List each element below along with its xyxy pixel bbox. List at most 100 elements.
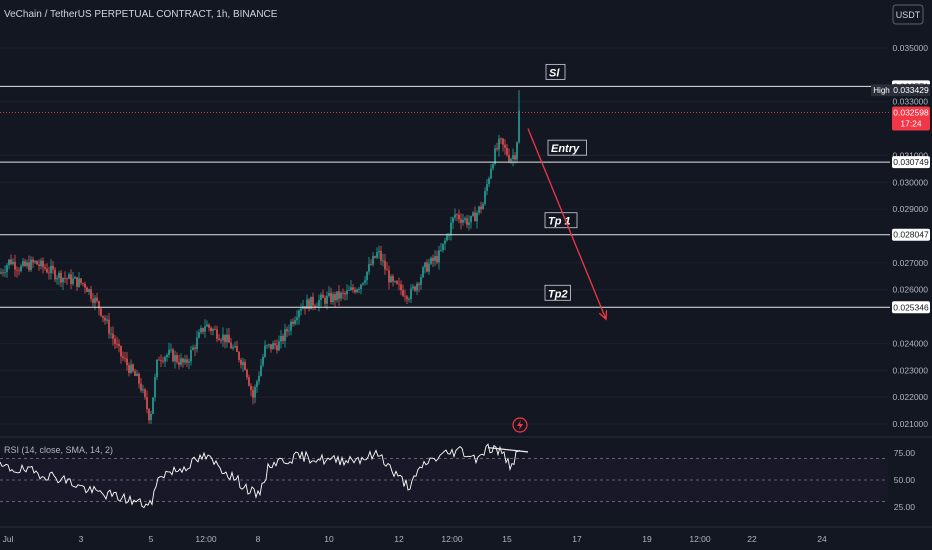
- high-price-value: 0.033429: [893, 85, 929, 95]
- countdown-value: 17:24: [900, 119, 922, 129]
- candle-body: [228, 334, 230, 343]
- candle-body: [284, 329, 286, 342]
- candle-body: [166, 354, 168, 358]
- candle-body: [18, 270, 20, 272]
- candle-body: [330, 292, 332, 303]
- price-tick-label: 0.029000: [893, 204, 929, 214]
- rsi-tick-label: 75.00: [894, 448, 916, 458]
- candle-body: [382, 260, 384, 262]
- candle-body: [52, 265, 54, 270]
- candle-body: [444, 240, 446, 244]
- candle-body: [136, 373, 138, 376]
- candle-body: [362, 282, 364, 285]
- candle-body: [336, 291, 338, 301]
- candle-body: [504, 144, 506, 148]
- candle-body: [346, 290, 348, 295]
- candle-body: [338, 291, 340, 299]
- candle-body: [470, 215, 472, 223]
- candle-body: [318, 299, 320, 307]
- candle-body: [36, 261, 38, 265]
- candle-body: [290, 321, 292, 331]
- candle-body: [476, 212, 478, 222]
- candle-body: [196, 337, 198, 350]
- candle-body: [322, 294, 324, 298]
- rsi-divergence-line[interactable]: [487, 446, 529, 453]
- time-tick-label: 17: [572, 534, 582, 544]
- candle-body: [154, 377, 156, 398]
- candle-body: [168, 349, 170, 355]
- replay-icon[interactable]: [512, 417, 528, 433]
- candle-body: [324, 297, 326, 304]
- candle-body: [312, 296, 314, 306]
- candle-body: [150, 413, 152, 421]
- candle-body: [514, 155, 516, 160]
- currency-button[interactable]: USDT: [892, 4, 924, 25]
- candle-body: [158, 359, 160, 361]
- candle-body: [422, 267, 424, 278]
- candle-body: [160, 359, 162, 361]
- candle-body: [98, 301, 100, 309]
- candle-body: [190, 349, 192, 362]
- candle-body: [268, 344, 270, 346]
- candle-body: [50, 265, 52, 274]
- price-tick-label: 0.026000: [893, 285, 929, 295]
- candle-body: [328, 292, 330, 296]
- candle-body: [224, 334, 226, 343]
- candle-body: [350, 287, 352, 290]
- candle-body: [492, 164, 494, 169]
- candle-body: [162, 360, 164, 362]
- candle-body: [10, 259, 12, 265]
- candle-body: [200, 327, 202, 333]
- candle-body: [364, 280, 366, 283]
- candle-body: [342, 292, 344, 294]
- candle-body: [282, 335, 284, 342]
- time-axis[interactable]: Jul 3 5 12:00 8 10 12 12:00 15 17 19 12:00 22 24: [3, 534, 827, 544]
- candle-body: [386, 269, 388, 271]
- candle-body: [308, 299, 310, 310]
- candle-body: [400, 284, 402, 291]
- candle-body: [110, 333, 112, 335]
- candle-body: [306, 299, 308, 309]
- candle-body: [298, 310, 300, 318]
- candle-body: [204, 326, 206, 332]
- candle-body: [60, 272, 62, 283]
- candle-body: [372, 256, 374, 265]
- candle-body: [212, 329, 214, 331]
- candle-body: [508, 155, 510, 162]
- candle-body: [500, 138, 502, 140]
- candle-body: [32, 259, 34, 263]
- candle-body: [288, 330, 290, 332]
- candle-body: [140, 383, 142, 391]
- candle-body: [266, 345, 268, 347]
- high-label: High: [873, 86, 889, 95]
- projection-arrow[interactable]: [527, 128, 607, 320]
- candle-body: [360, 284, 362, 290]
- candle-body: [188, 361, 190, 363]
- candle-body: [404, 295, 406, 297]
- price-axis[interactable]: 0.035000 0.033000 0.031000 0.030000 0.029000…: [893, 43, 929, 429]
- candle-body: [244, 361, 246, 370]
- currency-label: USDT: [896, 10, 921, 20]
- annotations[interactable]: [527, 128, 608, 321]
- candle-body: [388, 270, 390, 283]
- candle-body: [234, 346, 236, 348]
- candle-body: [460, 219, 462, 223]
- candle-body: [434, 256, 436, 261]
- candle-body: [72, 278, 74, 285]
- candle-body: [96, 297, 98, 302]
- candle-body: [20, 265, 22, 272]
- rsi-pane[interactable]: 75.00 50.00 25.00: [0, 443, 916, 512]
- candle-body: [68, 274, 70, 279]
- candle-body: [6, 265, 8, 272]
- time-tick-label: 10: [324, 534, 334, 544]
- candle-body: [198, 332, 200, 338]
- candle-body: [146, 397, 148, 410]
- candle-body: [56, 278, 58, 280]
- candle-body: [472, 212, 474, 216]
- candle-body: [84, 283, 86, 288]
- candle-body: [174, 355, 176, 362]
- candle-body: [406, 296, 408, 300]
- candle-body: [208, 324, 210, 328]
